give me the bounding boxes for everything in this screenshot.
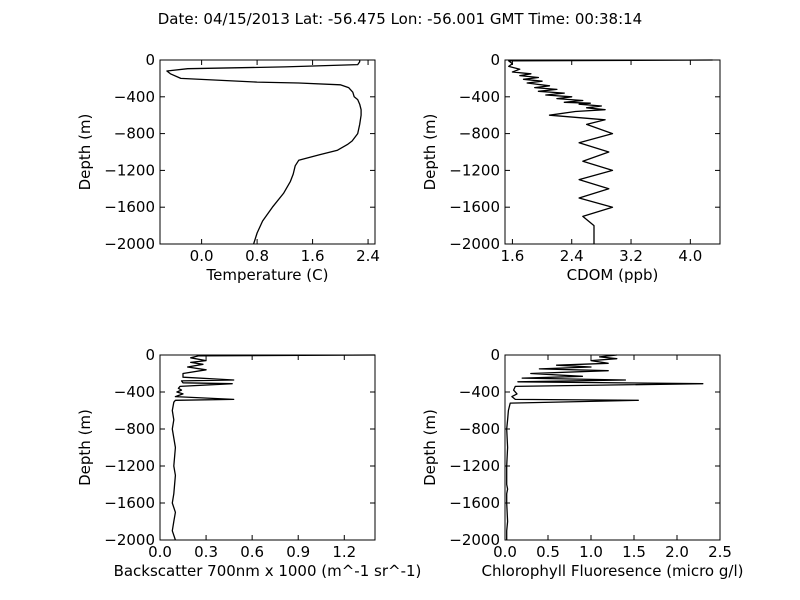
figure-title: Date: 04/15/2013 Lat: -56.475 Lon: -56.0… <box>158 10 642 28</box>
temperature-y-tick-label: 0 <box>145 51 155 69</box>
cdom-axes-frame <box>504 59 721 245</box>
cdom-x-tick-label: 1.6 <box>500 247 524 265</box>
cdom-x-axis-label: CDOM (ppb) <box>567 266 659 284</box>
temperature-y-tick-label: −1600 <box>104 198 155 216</box>
temperature-x-axis-label: Temperature (C) <box>206 266 329 284</box>
temperature-y-tick-label: −800 <box>114 125 155 143</box>
temperature-y-tick-label: −2000 <box>104 235 155 253</box>
chlorophyll-x-tick-label: 2.5 <box>708 543 732 561</box>
chlorophyll-y-tick-label: −400 <box>459 383 500 401</box>
temperature-x-tick-label: 0.0 <box>190 247 214 265</box>
chlorophyll-profile-line <box>506 354 704 540</box>
chlorophyll-y-tick-label: −1200 <box>449 457 500 475</box>
temperature-x-tick-label: 0.8 <box>245 247 269 265</box>
backscatter-x-tick-label: 1.2 <box>332 543 356 561</box>
chlorophyll-y-axis-label: Depth (m) <box>421 409 439 486</box>
cdom-x-tick-label: 4.0 <box>678 247 702 265</box>
chlorophyll-x-axis-label: Chlorophyll Fluoresence (micro g/l) <box>482 562 744 580</box>
cdom-x-tick-label: 3.2 <box>619 247 643 265</box>
chlorophyll-x-tick-label: 2.0 <box>665 543 689 561</box>
temperature-y-tick-label: −1200 <box>104 161 155 179</box>
chlorophyll-y-tick-label: 0 <box>490 346 500 364</box>
chlorophyll-x-tick-label: 1.0 <box>579 543 603 561</box>
chlorophyll-axes-frame <box>504 354 721 541</box>
backscatter-y-tick-label: −2000 <box>104 531 155 549</box>
cdom-y-tick-label: −1200 <box>449 161 500 179</box>
backscatter-y-axis-label: Depth (m) <box>76 409 94 486</box>
chlorophyll-x-tick-label: 0.5 <box>536 543 560 561</box>
temperature-panel: 0.0 0.8 1.6 2.4 0 −400 −800 −1200 −1600 −2000 Temp… <box>76 51 380 284</box>
chlorophyll-y-tick-label: −2000 <box>449 531 500 549</box>
temperature-x-tick-label: 2.4 <box>356 247 380 265</box>
backscatter-y-tick-label: −800 <box>114 420 155 438</box>
backscatter-panel: 0.0 0.3 0.6 0.9 1.2 0 −400 −800 −1200 −1600 −2000 B… <box>76 346 421 580</box>
cdom-y-tick-label: −2000 <box>449 235 500 253</box>
backscatter-x-tick-label: 0.9 <box>286 543 310 561</box>
backscatter-x-tick-label: 0.6 <box>240 543 264 561</box>
backscatter-y-tick-label: 0 <box>145 346 155 364</box>
backscatter-y-tick-label: −1600 <box>104 494 155 512</box>
chlorophyll-y-tick-label: −1600 <box>449 494 500 512</box>
chlorophyll-y-tick-label: −800 <box>459 420 500 438</box>
backscatter-y-tick-label: −400 <box>114 383 155 401</box>
temperature-profile-line <box>166 60 362 245</box>
temperature-y-tick-label: −400 <box>114 88 155 106</box>
temperature-y-axis-label: Depth (m) <box>76 114 94 191</box>
cdom-y-tick-label: −1600 <box>449 198 500 216</box>
backscatter-axes-frame <box>159 354 376 541</box>
backscatter-y-tick-label: −1200 <box>104 457 155 475</box>
backscatter-x-tick-label: 0.3 <box>194 543 218 561</box>
chlorophyll-panel: 0.0 0.5 1.0 1.5 2.0 2.5 0 −400 −800 −1200 −1600 −20… <box>421 346 743 580</box>
cdom-x-tick-label: 2.4 <box>560 247 584 265</box>
panels: 0.0 0.8 1.6 2.4 0 −400 −800 −1200 −1600 −2000 Temp… <box>76 51 743 580</box>
cdom-y-axis-label: Depth (m) <box>421 114 439 191</box>
backscatter-profile-line <box>171 354 376 541</box>
cdom-y-tick-label: −800 <box>459 125 500 143</box>
temperature-axes-frame <box>159 59 376 245</box>
cdom-y-tick-label: −400 <box>459 88 500 106</box>
backscatter-x-tick-label: 0.0 <box>148 543 172 561</box>
cdom-panel: 1.6 2.4 3.2 4.0 0 −400 −800 −1200 −1600 −2000 CDOM… <box>421 51 721 284</box>
chlorophyll-x-tick-label: 1.5 <box>622 543 646 561</box>
backscatter-x-axis-label: Backscatter 700nm x 1000 (m^-1 sr^-1) <box>114 562 422 580</box>
cdom-profile-line <box>508 59 713 244</box>
chlorophyll-x-tick-label: 0.0 <box>493 543 517 561</box>
temperature-x-tick-label: 1.6 <box>301 247 325 265</box>
cdom-y-tick-label: 0 <box>490 51 500 69</box>
